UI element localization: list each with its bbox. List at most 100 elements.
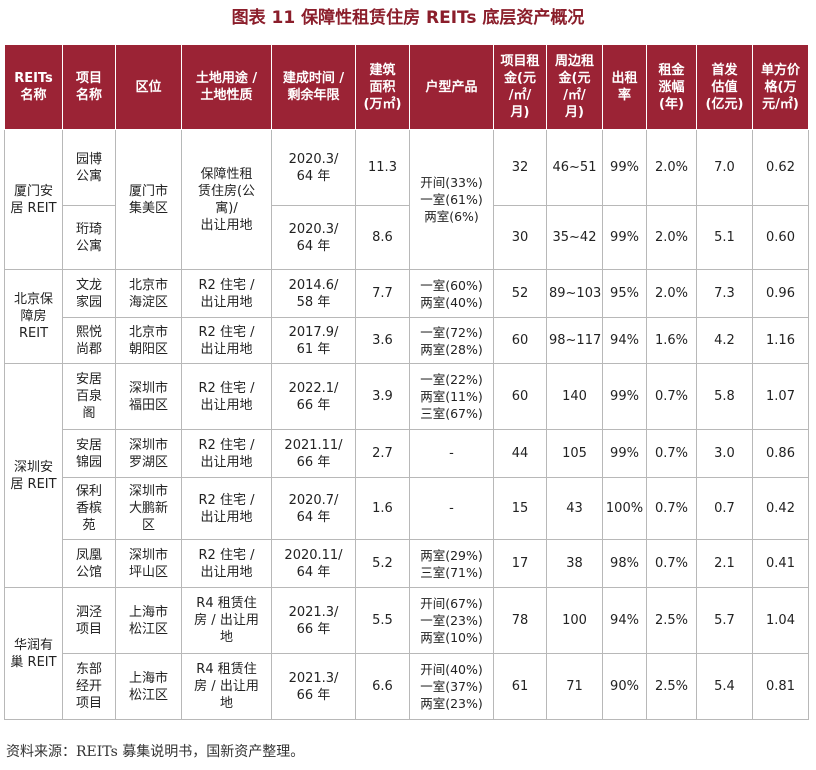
unit-mix-cell: 开间(40%) 一室(37%) 两室(23%) — [409, 653, 494, 720]
valuation-cell: 5.1 — [696, 205, 753, 270]
land-use-cell: R2 住宅 / 出让用地 — [181, 539, 272, 588]
project-name-cell: 园博 公寓 — [62, 129, 116, 206]
table-row: 凤凰 公馆 深圳市 坪山区 R2 住宅 / 出让用地 2020.11/64 年 5.2… — [5, 539, 809, 588]
area-cell: 5.5 — [355, 587, 410, 654]
unit-mix-cell: 开间(67%) 一室(23%) 两室(10%) — [409, 587, 494, 654]
unit-price-cell: 0.41 — [752, 539, 809, 588]
land-use-cell: R2 住宅 / 出让用地 — [181, 317, 272, 364]
land-use-cell: R4 租赁住房 / 出让用地 — [181, 587, 272, 654]
valuation-cell: 4.2 — [696, 317, 753, 364]
area-cell: 3.6 — [355, 317, 410, 364]
land-use-cell: R2 住宅 / 出让用地 — [181, 363, 272, 430]
project-name-cell: 保利 香槟苑 — [62, 477, 116, 540]
rent-growth-cell: 2.5% — [646, 587, 697, 654]
unit-price-cell: 1.07 — [752, 363, 809, 430]
nearby-rent-cell: 105 — [546, 429, 603, 478]
area-cell: 1.6 — [355, 477, 410, 540]
project-name-cell: 凤凰 公馆 — [62, 539, 116, 588]
valuation-cell: 7.3 — [696, 269, 753, 318]
unit-price-cell: 0.96 — [752, 269, 809, 318]
col-header: 项目租 金(元/㎡/月) — [493, 44, 547, 130]
rent-cell: 32 — [493, 129, 547, 206]
project-name-cell: 熙悦 尚郡 — [62, 317, 116, 364]
land-use-cell: R2 住宅 / 出让用地 — [181, 477, 272, 540]
valuation-cell: 3.0 — [696, 429, 753, 478]
built-cell: 2021.11/66 年 — [271, 429, 356, 478]
land-use-cell: 保障性租 赁住房(公 寓)/出让用地 — [181, 129, 272, 270]
col-header: 户型产品 — [409, 44, 494, 130]
unit-price-cell: 0.62 — [752, 129, 809, 206]
unit-price-cell: 0.60 — [752, 205, 809, 270]
rent-cell: 44 — [493, 429, 547, 478]
nearby-rent-cell: 46~51 — [546, 129, 603, 206]
reit-name-cell: 深圳安居 REIT — [4, 363, 63, 588]
col-header: 出租率 — [602, 44, 647, 130]
occupancy-cell: 94% — [602, 317, 647, 364]
rent-cell: 30 — [493, 205, 547, 270]
nearby-rent-cell: 43 — [546, 477, 603, 540]
project-name-cell: 珩琦 公寓 — [62, 205, 116, 270]
table-row: 东部 经开 项目 上海市 松江区 R4 租赁住房 / 出让用地 2021.3/66 年… — [5, 653, 809, 720]
nearby-rent-cell: 89~103 — [546, 269, 603, 318]
table-row: 珩琦 公寓 2020.3/64 年 8.6 30 35~42 99% 2.0% 5… — [5, 205, 809, 270]
land-use-cell: R2 住宅 / 出让用地 — [181, 269, 272, 318]
col-header: 建筑 面积 (万㎡) — [355, 44, 410, 130]
source-note: 资料来源：REITs 募集说明书，国新资产整理。 — [6, 744, 305, 760]
reit-name-cell: 华润有巢 REIT — [4, 587, 63, 720]
land-use-cell: R2 住宅 / 出让用地 — [181, 429, 272, 478]
location-cell: 深圳市 大鹏新区 — [115, 477, 182, 540]
built-cell: 2021.3/66 年 — [271, 587, 356, 654]
rent-growth-cell: 2.5% — [646, 653, 697, 720]
occupancy-cell: 94% — [602, 587, 647, 654]
rent-growth-cell: 2.0% — [646, 205, 697, 270]
rent-growth-cell: 0.7% — [646, 477, 697, 540]
table-row: 北京保 障房 REIT 文龙 家园 北京市 海淀区 R2 住宅 / 出让用地 2014.6… — [4, 269, 809, 364]
project-name-cell: 东部 经开 项目 — [62, 653, 116, 720]
rent-growth-cell: 0.7% — [646, 539, 697, 588]
table-row: 华润有巢 REIT 泗泾 项目 上海市 松江区 R4 租赁住房 / 出让用地 202… — [4, 587, 809, 720]
nearby-rent-cell: 38 — [546, 539, 603, 588]
area-cell: 11.3 — [355, 129, 410, 206]
unit-mix-cell: 两室(29%) 三室(71%) — [409, 539, 494, 588]
nearby-rent-cell: 98~117 — [546, 317, 603, 364]
unit-price-cell: 0.81 — [752, 653, 809, 720]
occupancy-cell: 99% — [602, 205, 647, 270]
occupancy-cell: 98% — [602, 539, 647, 588]
location-cell: 深圳市 坪山区 — [115, 539, 182, 588]
land-use-cell: R4 租赁住房 / 出让用地 — [181, 653, 272, 720]
table-row: 熙悦 尚郡 北京市 朝阳区 R2 住宅 / 出让用地 2017.9/61 年 3.6 … — [5, 317, 809, 364]
unit-price-cell: 1.04 — [752, 587, 809, 654]
rent-growth-cell: 0.7% — [646, 363, 697, 430]
unit-price-cell: 0.86 — [752, 429, 809, 478]
rent-growth-cell: 2.0% — [646, 269, 697, 318]
valuation-cell: 5.4 — [696, 653, 753, 720]
location-cell: 北京市 朝阳区 — [115, 317, 182, 364]
location-cell: 深圳市 罗湖区 — [115, 429, 182, 478]
unit-mix-cell: 一室(60%) 两室(40%) — [409, 269, 494, 318]
nearby-rent-cell: 140 — [546, 363, 603, 430]
location-cell: 深圳市 福田区 — [115, 363, 182, 430]
unit-mix-cell: 一室(72%) 两室(28%) — [409, 317, 494, 364]
unit-mix-cell: 一室(22%) 两室(11%) 三室(67%) — [409, 363, 494, 430]
reit-name-cell: 北京保 障房 REIT — [4, 269, 63, 364]
built-cell: 2017.9/61 年 — [271, 317, 356, 364]
location-cell: 上海市 松江区 — [115, 587, 182, 654]
nearby-rent-cell: 71 — [546, 653, 603, 720]
rent-cell: 78 — [493, 587, 547, 654]
built-cell: 2020.11/64 年 — [271, 539, 356, 588]
valuation-cell: 0.7 — [696, 477, 753, 540]
reits-asset-table: REITs 名称 项目 名称 区位 土地用途 / 土地性质 建成时间 / 剩余年限 建筑… — [4, 44, 809, 720]
rent-growth-cell: 0.7% — [646, 429, 697, 478]
col-header: 周边租 金(元/㎡/月) — [546, 44, 603, 130]
nearby-rent-cell: 100 — [546, 587, 603, 654]
project-name-cell: 安居 百泉阁 — [62, 363, 116, 430]
unit-mix-cell: - — [409, 477, 494, 540]
rent-cell: 52 — [493, 269, 547, 318]
rent-cell: 60 — [493, 317, 547, 364]
table-row: 深圳安居 REIT 安居 百泉阁 深圳市 福田区 R2 住宅 / 出让用地 2022.… — [4, 363, 809, 588]
col-header: 建成时间 / 剩余年限 — [271, 44, 356, 130]
rent-cell: 15 — [493, 477, 547, 540]
area-cell: 5.2 — [355, 539, 410, 588]
reit-name-cell: 厦门安居 REIT — [4, 129, 63, 270]
unit-price-cell: 0.42 — [752, 477, 809, 540]
